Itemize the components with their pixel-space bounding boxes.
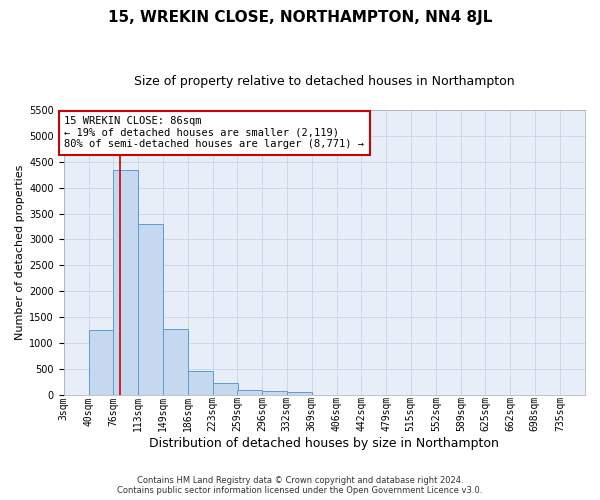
X-axis label: Distribution of detached houses by size in Northampton: Distribution of detached houses by size …: [149, 437, 499, 450]
Text: 15 WREKIN CLOSE: 86sqm
← 19% of detached houses are smaller (2,119)
80% of semi-: 15 WREKIN CLOSE: 86sqm ← 19% of detached…: [64, 116, 364, 150]
Bar: [89, 330, 114, 395]
Bar: [237, 390, 262, 395]
Title: Size of property relative to detached houses in Northampton: Size of property relative to detached ho…: [134, 75, 515, 88]
Bar: [287, 392, 312, 395]
Bar: [113, 170, 138, 395]
Bar: [213, 384, 238, 395]
Bar: [138, 224, 163, 395]
Bar: [188, 371, 213, 395]
Y-axis label: Number of detached properties: Number of detached properties: [15, 164, 25, 340]
Text: Contains HM Land Registry data © Crown copyright and database right 2024.
Contai: Contains HM Land Registry data © Crown c…: [118, 476, 482, 495]
Bar: [262, 390, 287, 395]
Text: 15, WREKIN CLOSE, NORTHAMPTON, NN4 8JL: 15, WREKIN CLOSE, NORTHAMPTON, NN4 8JL: [108, 10, 492, 25]
Bar: [163, 329, 188, 395]
